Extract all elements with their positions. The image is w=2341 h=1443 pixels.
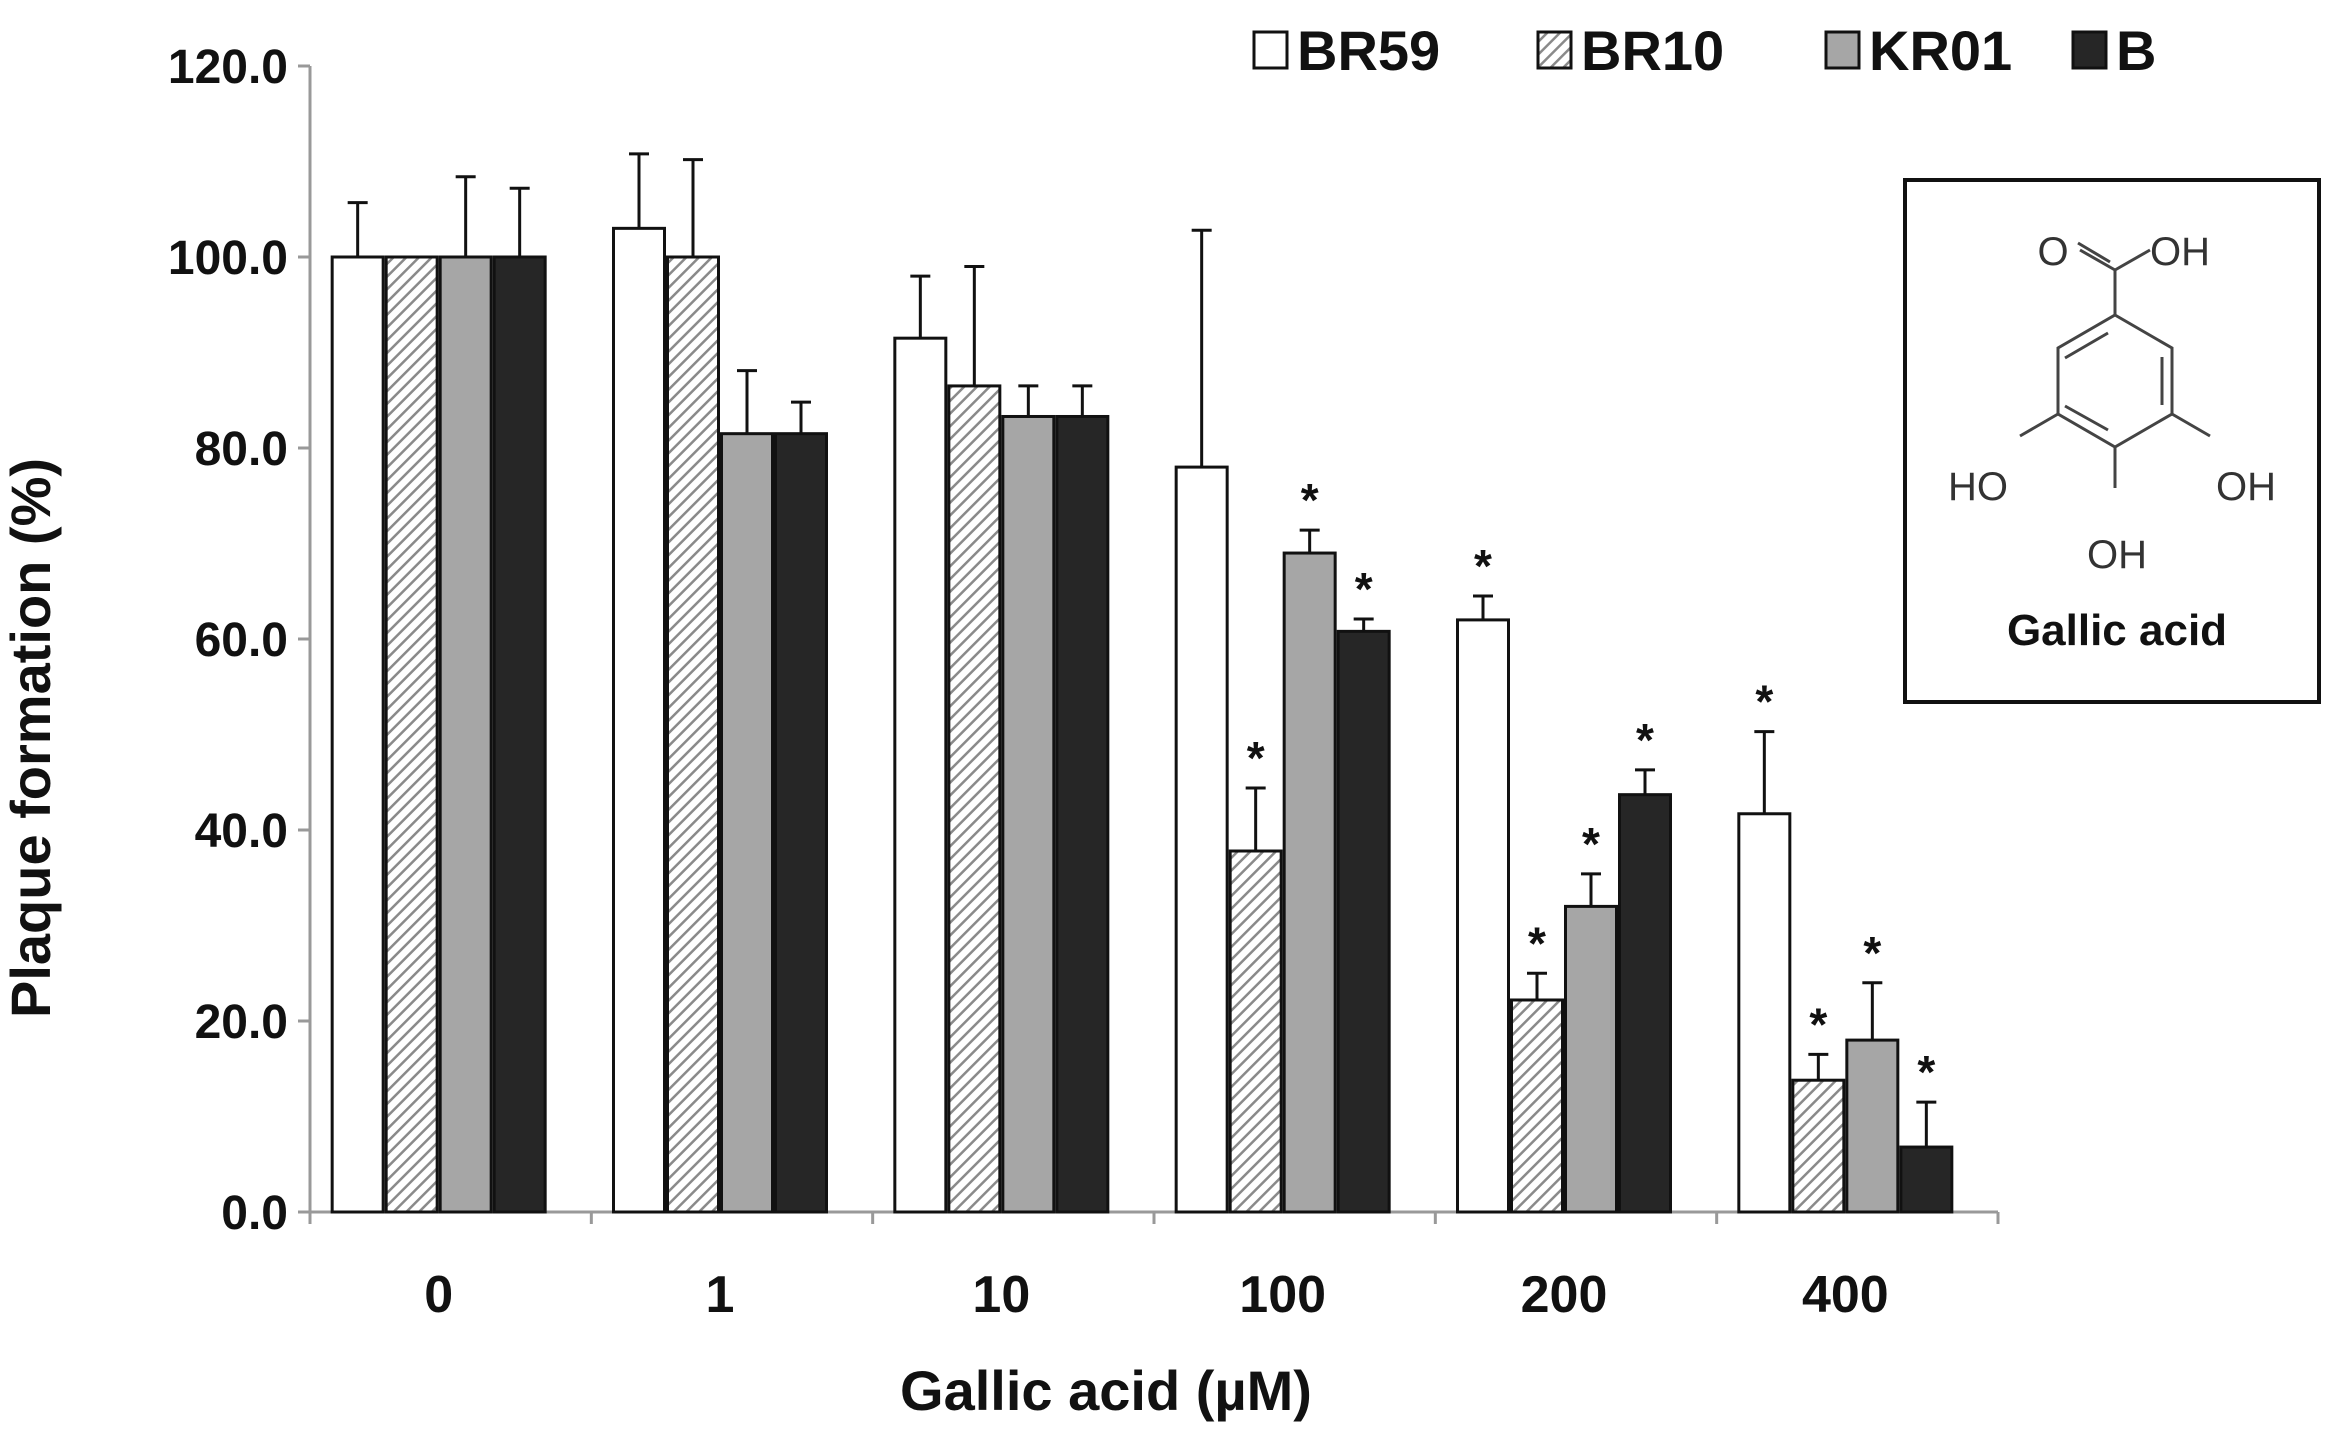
bar-b [492,255,547,1214]
x-tick-label: 400 [1802,1266,1889,1324]
bar-br59 [1174,465,1229,1214]
y-tick-label: 0.0 [221,1187,288,1240]
bar-kr01 [1001,414,1056,1214]
bar-br10 [384,255,439,1214]
bar-br10 [666,255,720,1214]
bar-b [1336,629,1391,1214]
y-tick-label: 40.0 [195,805,288,858]
bar-br59 [330,255,385,1214]
bar-br59 [1456,618,1510,1214]
label-ho-left: HO [1948,465,2008,509]
y-tick-label: 60.0 [195,614,288,667]
x-axis: 0 1 10 100 200 400 [308,1210,2000,1324]
bar-br10 [1791,1078,1846,1214]
significance-star: * [1355,563,1373,615]
bar-kr01 [1564,904,1618,1214]
legend-label-br59: BR59 [1297,19,1440,82]
y-tick-label: 20.0 [195,996,288,1049]
bar-kr01 [720,432,774,1214]
structure-inset: O OH HO OH OH Gallic acid [1903,178,2321,704]
bar-br59 [893,336,948,1214]
gallic-acid-structure-icon [2019,241,2211,488]
legend-label-kr01: KR01 [1869,19,2012,82]
bar-br10 [1510,998,1564,1214]
label-o: O [2037,230,2068,274]
legend-label-b: B [2116,19,2156,82]
significance-star: * [1755,676,1773,728]
bar-kr01 [438,255,493,1214]
significance-star: * [1809,998,1827,1050]
x-tick-label: 1 [706,1266,735,1324]
compound-name: Gallic acid [2007,606,2227,655]
legend-swatch-kr01 [1824,30,1861,70]
label-oh-right: OH [2216,465,2276,509]
significance-star: * [1301,474,1319,526]
label-oh-bottom: OH [2087,533,2147,577]
significance-star: * [1917,1046,1935,1098]
y-tick-label: 100.0 [168,232,288,285]
bar-b [1899,1145,1954,1214]
legend-label-br10: BR10 [1581,19,1724,82]
bar-br10 [1228,849,1283,1214]
y-axis-label: Plaque formation (%) [0,458,62,1018]
legend-swatch-br59 [1252,30,1289,70]
significance-star: * [1528,917,1546,969]
significance-star: * [1582,818,1600,870]
significance-star: * [1636,714,1654,766]
significance-star: * [1863,927,1881,979]
legend: BR59 BR10 KR01 B [1252,19,2156,82]
y-tick-label: 120.0 [168,41,288,94]
x-tick-label: 100 [1239,1266,1326,1324]
bar-kr01 [1845,1038,1900,1214]
legend-swatch-br10 [1536,30,1573,70]
bar-kr01 [1282,551,1337,1214]
legend-swatch-b [2071,30,2108,70]
y-axis: 0.0 20.0 40.0 60.0 80.0 100.0 120.0 [168,41,312,1240]
x-axis-label: Gallic acid (µM) [900,1359,1312,1422]
bar-br10 [947,384,1002,1214]
bar-br59 [612,226,666,1214]
x-tick-label: 10 [972,1266,1030,1324]
bar-b [774,432,828,1214]
x-tick-label: 200 [1521,1266,1608,1324]
y-tick-label: 80.0 [195,423,288,476]
bar-b [1618,793,1672,1214]
bar-br59 [1737,812,1792,1214]
label-oh-acid: OH [2150,230,2210,274]
x-tick-label: 0 [424,1266,453,1324]
bar-b [1055,414,1110,1214]
significance-star: * [1474,540,1492,592]
bars: * * * * * * * * * * * [330,152,1954,1214]
significance-star: * [1247,732,1265,784]
